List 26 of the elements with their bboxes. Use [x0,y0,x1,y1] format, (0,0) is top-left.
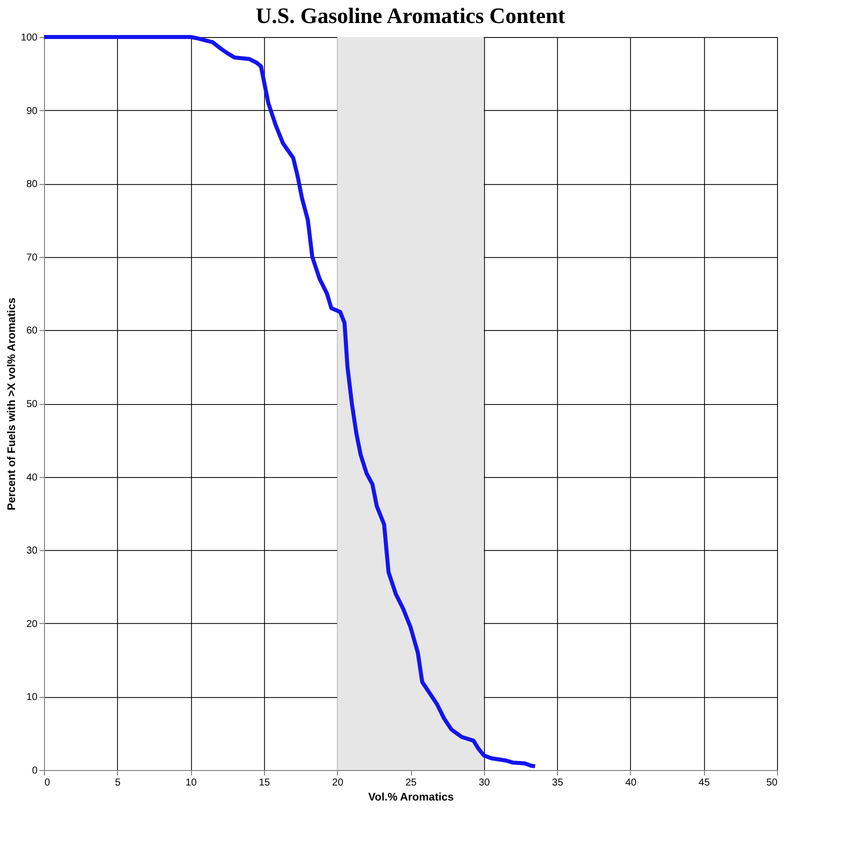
y-tick-label: 50 [26,399,38,410]
y-axis-title: Percent of Fuels with >X vol% Aromatics [6,298,18,510]
x-tick-label: 45 [698,778,710,788]
x-tick-label: 50 [766,778,778,788]
line-series [42,35,538,768]
y-tick-label: 10 [26,692,38,704]
x-tick-label: 5 [115,778,122,788]
x-tick-label: 30 [478,778,490,788]
x-tick-label: 40 [625,778,637,788]
x-tick-label: 15 [258,778,270,788]
chart-title: U.S. Gasoline Aromatics Content [256,3,566,28]
y-tick-label: 60 [26,326,38,337]
y-tick-label: 30 [26,546,38,557]
y-tick-label: 90 [26,106,38,117]
y-tick-label: 20 [26,618,38,630]
x-tick-label: 25 [405,778,417,788]
x-tick-label: 20 [332,778,344,788]
x-tick-label: 35 [552,778,564,788]
y-tick-label: 0 [32,766,38,776]
x-axis-title: Vol.% Aromatics [368,792,454,804]
y-tick-label: 40 [26,472,38,484]
x-tick-label: 10 [186,778,198,788]
x-tick-label: 0 [44,778,50,788]
y-tick-label: 80 [26,179,38,190]
y-tick-label: 100 [20,32,38,44]
y-tick-label: 70 [26,252,38,264]
